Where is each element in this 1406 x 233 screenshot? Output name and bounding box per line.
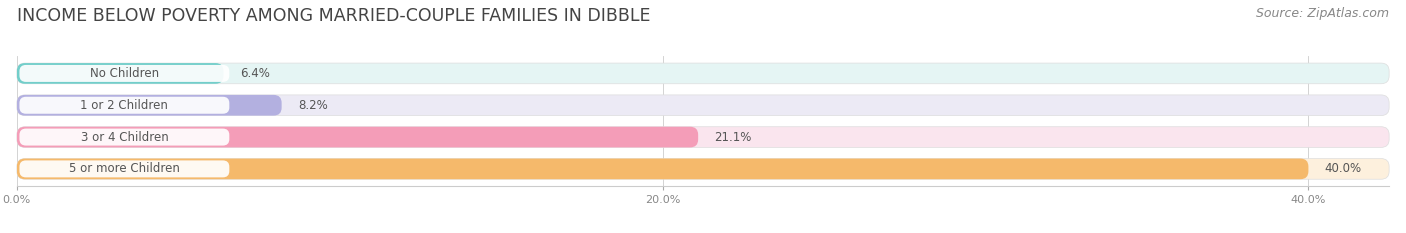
Text: 6.4%: 6.4% [239, 67, 270, 80]
FancyBboxPatch shape [20, 97, 229, 114]
FancyBboxPatch shape [20, 65, 229, 82]
Text: No Children: No Children [90, 67, 159, 80]
FancyBboxPatch shape [17, 158, 1309, 179]
FancyBboxPatch shape [17, 127, 699, 147]
Text: 40.0%: 40.0% [1324, 162, 1361, 175]
Text: 1 or 2 Children: 1 or 2 Children [80, 99, 169, 112]
Text: 5 or more Children: 5 or more Children [69, 162, 180, 175]
FancyBboxPatch shape [17, 95, 1389, 116]
FancyBboxPatch shape [20, 129, 229, 146]
FancyBboxPatch shape [20, 160, 229, 177]
Text: 3 or 4 Children: 3 or 4 Children [80, 130, 169, 144]
Text: 21.1%: 21.1% [714, 130, 752, 144]
FancyBboxPatch shape [17, 158, 1389, 179]
FancyBboxPatch shape [17, 127, 1389, 147]
FancyBboxPatch shape [17, 63, 224, 84]
Text: Source: ZipAtlas.com: Source: ZipAtlas.com [1256, 7, 1389, 20]
Text: INCOME BELOW POVERTY AMONG MARRIED-COUPLE FAMILIES IN DIBBLE: INCOME BELOW POVERTY AMONG MARRIED-COUPL… [17, 7, 651, 25]
FancyBboxPatch shape [17, 63, 1389, 84]
FancyBboxPatch shape [17, 95, 281, 116]
Text: 8.2%: 8.2% [298, 99, 328, 112]
